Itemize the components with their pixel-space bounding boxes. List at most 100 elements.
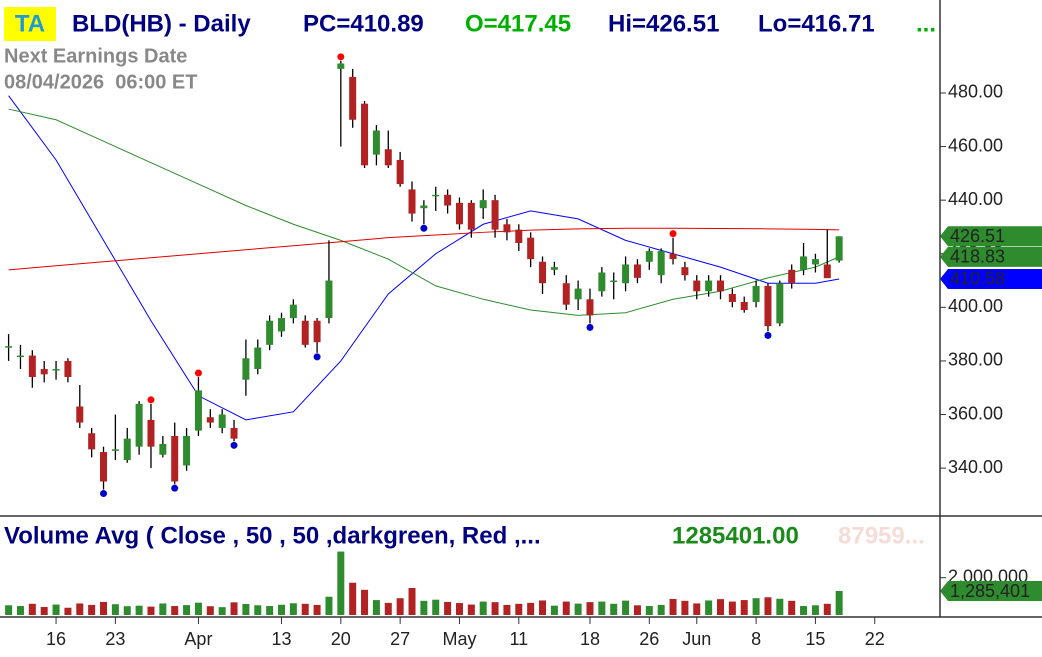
swing-low-dot — [764, 331, 772, 339]
candle-body — [396, 159, 404, 185]
plot-layer: 340.00360.00380.00400.00420.00440.00460.… — [5, 53, 1042, 649]
candle-body — [800, 256, 808, 270]
open-value: O=417.45 — [465, 10, 571, 37]
candle-body — [669, 253, 677, 260]
volume-bar — [574, 603, 582, 615]
candle-body — [28, 355, 36, 378]
more: ... — [916, 10, 936, 37]
candle-body — [147, 419, 155, 447]
volume-bar — [111, 604, 119, 615]
volume-bar — [479, 601, 487, 615]
candle-body — [811, 259, 819, 265]
volume-bar — [396, 598, 404, 615]
volume-bar — [550, 605, 558, 615]
x-tick-label: Apr — [184, 629, 212, 649]
volume-bar — [455, 603, 463, 615]
volume-bar — [349, 582, 357, 615]
candle-body — [88, 433, 96, 450]
candle-body — [467, 202, 475, 230]
swing-high-dot — [147, 396, 155, 404]
earnings-date: 08/04/2026 06:00 ET — [4, 71, 197, 93]
y-tick-label: 440.00 — [948, 189, 1003, 209]
volume-bar — [361, 589, 369, 615]
candle-body — [218, 414, 226, 428]
candle-body — [408, 189, 416, 214]
prev-close: PC=410.89 — [303, 10, 424, 37]
candle-body — [681, 267, 689, 276]
volume-bar — [100, 601, 108, 615]
candle-body — [206, 417, 214, 423]
candle-body — [550, 267, 558, 270]
price-tag — [940, 246, 1042, 267]
candle-body — [622, 264, 630, 284]
y-tick-label: 480.00 — [948, 82, 1003, 102]
candle-body — [788, 269, 796, 284]
volume-bar — [325, 596, 333, 615]
swing-low-dot — [171, 484, 179, 492]
volume-bar — [313, 604, 321, 615]
volume-bar — [254, 605, 262, 615]
volume-bar — [159, 603, 167, 615]
volume-bar — [811, 605, 819, 615]
candle-body — [740, 301, 748, 311]
moving-average — [8, 95, 840, 421]
volume-bar — [171, 606, 179, 615]
volume-bar — [515, 603, 523, 615]
swing-low-dot — [230, 441, 238, 449]
swing-low-dot — [100, 490, 108, 498]
volume-bar — [372, 600, 380, 615]
candle-body — [64, 360, 72, 378]
candle-body — [337, 63, 345, 69]
volume-tag — [940, 581, 1042, 602]
volume-bar — [705, 600, 713, 615]
volume-bar — [206, 606, 214, 615]
volume-tag-label: 1,285,401 — [950, 581, 1030, 601]
candle-body — [111, 449, 119, 451]
volume-bar — [123, 606, 131, 615]
volume-bar — [337, 551, 345, 615]
volume-bar — [64, 607, 72, 615]
price-tag — [940, 226, 1042, 247]
volume-bar — [301, 603, 309, 615]
volume-bar — [823, 603, 831, 615]
volume-bar — [432, 599, 440, 615]
candle-body — [420, 205, 428, 209]
volume-bar — [183, 605, 191, 615]
swing-low-dot — [313, 353, 321, 361]
candle-body — [610, 280, 618, 283]
volume-bar — [408, 587, 416, 615]
candle-body — [230, 427, 238, 439]
candle-body — [183, 435, 191, 466]
swing-high-dot — [337, 53, 345, 61]
badge — [4, 7, 56, 41]
volume-bar — [788, 600, 796, 615]
x-tick-label: May — [442, 629, 476, 649]
candle-body — [40, 368, 48, 375]
volume-bar — [242, 603, 250, 615]
candle-body — [693, 280, 701, 292]
volume-bar — [728, 601, 736, 615]
candle-body — [242, 358, 250, 380]
x-tick-label: 20 — [331, 629, 351, 649]
symbol: BLD(HB) - Daily — [72, 10, 251, 37]
candle-body — [5, 346, 13, 348]
volume-bar — [800, 606, 808, 615]
candle-body — [349, 76, 357, 120]
candle-body — [135, 403, 143, 447]
y-tick-label: 460.00 — [948, 135, 1003, 155]
volume-bar — [586, 602, 594, 615]
swing-high-dot — [669, 230, 677, 238]
volume-bar — [598, 601, 606, 615]
volume-bar — [88, 604, 96, 615]
volume-bar — [657, 604, 665, 615]
volume-bar — [491, 602, 499, 615]
x-tick-label: 11 — [509, 629, 528, 649]
badge-text: TA — [15, 10, 45, 37]
volume-bar — [230, 602, 238, 615]
candle-body — [277, 318, 285, 332]
candle-body — [515, 229, 523, 244]
candle-body — [645, 251, 653, 262]
candle-body — [384, 149, 392, 166]
low-value: Lo=416.71 — [758, 10, 875, 37]
